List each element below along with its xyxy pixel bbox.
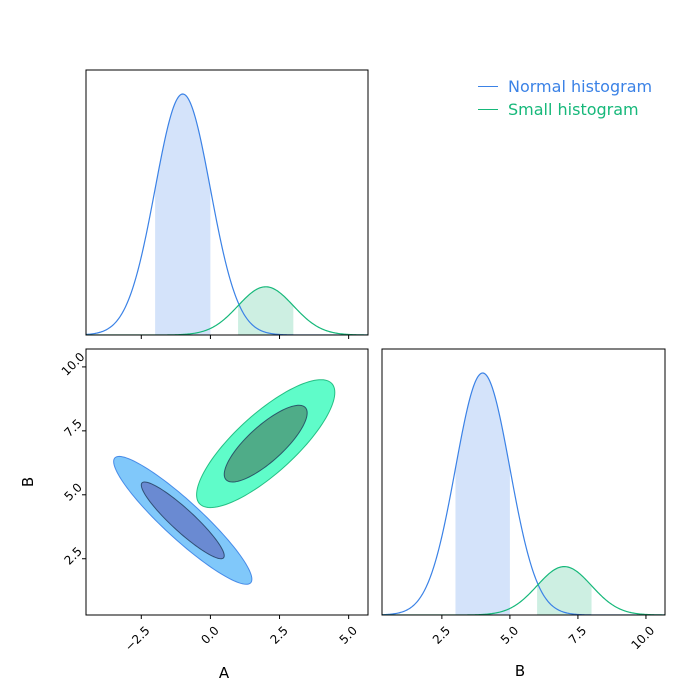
axes-frames-layer (85, 69, 666, 616)
x-tick-label-diagB-1: 5.0 (498, 623, 521, 646)
y-tick-label-joint-3: 10.0 (59, 350, 88, 379)
y-axis-label-b: B (19, 477, 37, 487)
y-tick-label-joint-1: 5.0 (61, 480, 84, 503)
x-tick-label-joint-3: 5.0 (337, 623, 360, 646)
panel-frame-topA (85, 69, 369, 336)
x-tick-label-diagB-3: 10.0 (629, 623, 658, 652)
x-tick-label-joint-1: 0.0 (198, 623, 221, 646)
legend-line-small (478, 109, 498, 110)
interval-fill-a-0 (155, 94, 211, 335)
density-curve-a-1 (86, 286, 368, 335)
contour-inner-1 (223, 404, 308, 483)
contour-inner-0 (140, 481, 225, 560)
density-curve-b-1 (382, 565, 665, 615)
y-tick-label-joint-0: 2.5 (61, 544, 84, 567)
x-tick-label-diagB-0: 2.5 (430, 623, 453, 646)
panel-frame-diagB (381, 348, 666, 616)
density-curve-a-0 (86, 93, 368, 335)
legend: Normal histogram Small histogram (478, 75, 652, 121)
interval-fill-b-0 (455, 373, 510, 615)
legend-item-normal: Normal histogram (478, 75, 652, 98)
density-curve-b-0 (382, 372, 665, 615)
legend-item-small: Small histogram (478, 98, 652, 121)
x-tick-label-joint-0: −2.5 (122, 623, 153, 654)
legend-line-normal (478, 86, 498, 87)
x-tick-label-joint-2: 2.5 (267, 623, 290, 646)
x-axis-label-a: A (219, 664, 230, 682)
interval-fill-a-1 (238, 286, 294, 335)
y-tick-label-joint-2: 7.5 (61, 416, 84, 439)
density-fills-layer (113, 94, 592, 615)
density-lines-layer (86, 93, 665, 615)
panel-frame-joint (85, 348, 369, 616)
legend-label-small: Small histogram (508, 100, 639, 119)
x-tick-label-diagB-2: 7.5 (566, 623, 589, 646)
x-axis-label-b: B (515, 662, 525, 680)
legend-label-normal: Normal histogram (508, 77, 653, 96)
interval-fill-b-1 (537, 566, 592, 615)
